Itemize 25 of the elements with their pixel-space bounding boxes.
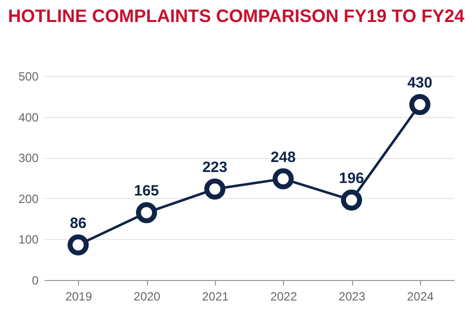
point (272, 168, 294, 190)
data-label: 196 (338, 170, 364, 188)
x-tick-label: 2020 (134, 290, 161, 304)
data-label: 165 (134, 182, 160, 200)
y-tick-label: 100 (18, 232, 39, 247)
point (409, 94, 430, 116)
point (340, 189, 362, 211)
chart-title: HOTLINE COMPLAINTS COMPARISON FY19 TO FY24 (8, 6, 464, 26)
y-tick-label: 500 (18, 70, 39, 84)
y-tick-label: 300 (18, 151, 39, 166)
x-tick-label: 2024 (406, 290, 434, 304)
point (204, 178, 226, 200)
y-tick-label: 0 (32, 274, 39, 288)
data-label: 223 (202, 159, 228, 176)
y-tick-label: 200 (18, 192, 39, 206)
x-tick-label: 2023 (338, 290, 366, 304)
data-label: 430 (407, 74, 432, 92)
point (136, 202, 158, 224)
data-label: 86 (70, 214, 87, 232)
data-label: 248 (270, 148, 296, 166)
x-tick-label: 2022 (270, 290, 298, 304)
x-tick-label: 2019 (65, 290, 92, 304)
point (68, 234, 89, 256)
x-tick-label: 2021 (202, 290, 230, 304)
y-tick-label: 400 (18, 110, 39, 124)
